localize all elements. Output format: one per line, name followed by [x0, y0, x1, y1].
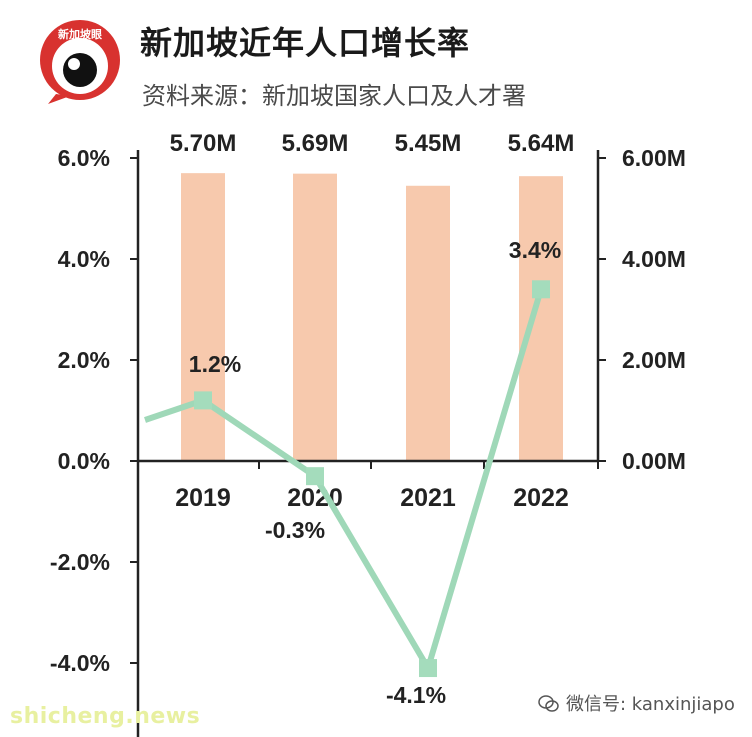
left-tick-label: 0.0% — [58, 448, 110, 474]
left-tick-label: 6.0% — [58, 145, 110, 171]
left-tick-label: -2.0% — [50, 549, 110, 575]
logo-eye-highlight — [68, 58, 80, 70]
logo: 新加坡眼 — [40, 20, 120, 104]
bar — [519, 176, 563, 461]
chart-title: 新加坡近年人口增长率 — [140, 24, 471, 62]
growth-rate-point — [532, 280, 550, 299]
right-tick-label: 0.00M — [622, 448, 686, 474]
wechat-icon — [538, 695, 559, 712]
bar-value-label: 5.70M — [170, 130, 237, 157]
line-layer — [144, 280, 550, 678]
watermark-right: 微信号: kanxinjiapo — [538, 690, 735, 716]
growth-rate-label: 1.2% — [189, 351, 241, 377]
left-tick-label: 4.0% — [58, 246, 110, 272]
x-tick-label: 2022 — [513, 484, 569, 512]
bar-value-label: 5.45M — [395, 130, 462, 157]
bar — [181, 173, 225, 461]
growth-rate-point — [306, 467, 324, 486]
axes-layer: 6.0% 4.0% 2.0% 0.0% -2.0% -4.0% 6.00M 4.00M 2.00… — [50, 145, 686, 737]
growth-rate-label: -4.1% — [386, 682, 446, 708]
bar-value-label: 5.64M — [508, 130, 575, 157]
left-tick-label: -4.0% — [50, 650, 110, 676]
growth-rate-label: -0.3% — [265, 517, 325, 543]
bar-value-label: 5.69M — [282, 130, 349, 157]
bar — [406, 185, 450, 461]
growth-rate-label: 3.4% — [509, 237, 561, 263]
growth-rate-point — [194, 391, 212, 410]
logo-text: 新加坡眼 — [58, 27, 102, 41]
watermark-left: shicheng.news — [10, 704, 201, 729]
logo-tail — [48, 94, 70, 104]
right-tick-label: 4.00M — [622, 246, 686, 272]
bar — [293, 173, 337, 461]
growth-rate-point — [419, 659, 437, 678]
right-tick-label: 2.00M — [622, 347, 686, 373]
labels-layer: 5.70M 5.69M 5.45M 5.64M 1.2% -0.3% -4.1% 3.4% — [170, 130, 575, 708]
x-tick-label: 2019 — [175, 484, 231, 512]
watermark-right-text: 微信号: kanxinjiapo — [566, 694, 735, 715]
left-tick-label: 2.0% — [58, 347, 110, 373]
x-tick-label: 2021 — [400, 484, 456, 512]
right-tick-label: 6.00M — [622, 145, 686, 171]
chart-subtitle: 资料来源：新加坡国家人口及人才署 — [142, 82, 526, 110]
